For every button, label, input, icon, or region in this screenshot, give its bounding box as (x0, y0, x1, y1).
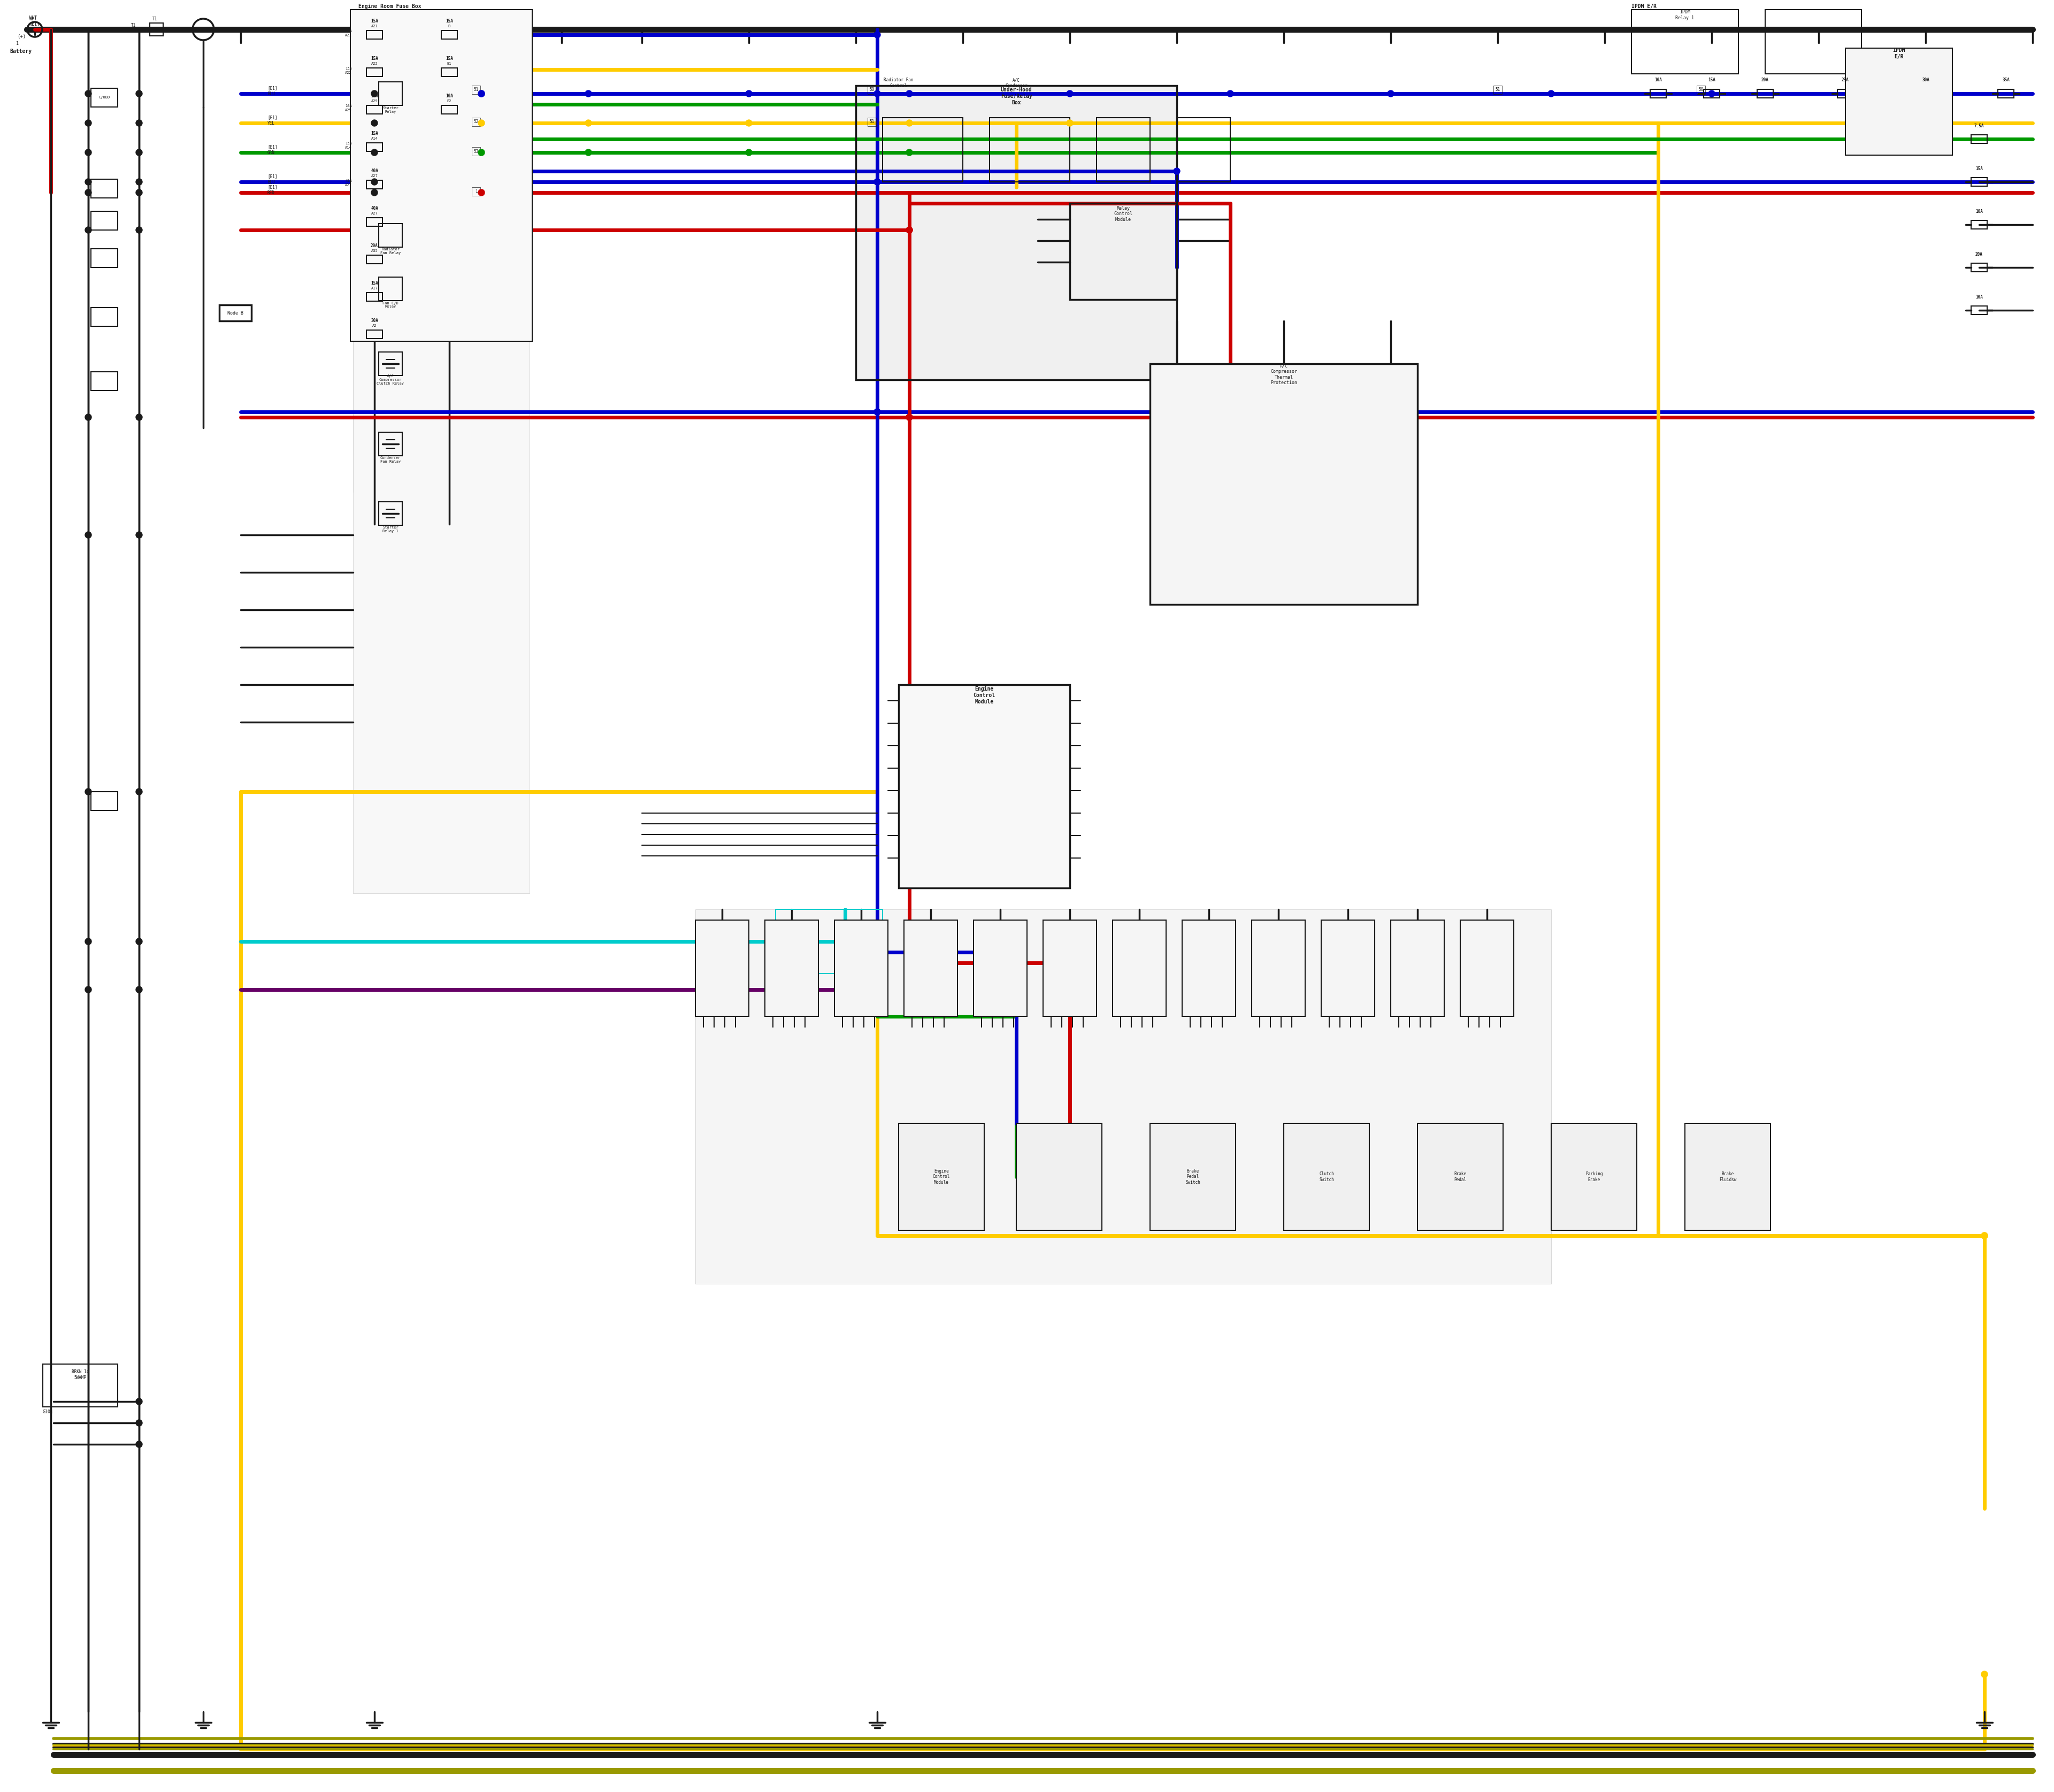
Circle shape (479, 149, 485, 156)
Bar (867, 86, 877, 95)
Bar (1113, 919, 1167, 1016)
Circle shape (875, 90, 881, 97)
Circle shape (585, 90, 592, 97)
Bar (1972, 263, 1986, 272)
Circle shape (746, 149, 752, 156)
Text: 7.5A: 7.5A (1974, 124, 1984, 127)
Text: A21: A21 (372, 25, 378, 29)
Text: 30A: 30A (370, 319, 378, 323)
Bar (974, 919, 1027, 1016)
Bar (1150, 1124, 1237, 1231)
Text: T1: T1 (131, 23, 136, 27)
Circle shape (84, 120, 92, 125)
Text: Node B: Node B (228, 310, 242, 315)
Text: B2: B2 (448, 100, 452, 102)
Text: 20A: 20A (370, 244, 378, 249)
Bar (220, 305, 251, 321)
Text: 10A
A29: 10A A29 (345, 104, 351, 111)
Bar (366, 254, 382, 263)
Bar (1177, 118, 1230, 181)
Bar (472, 86, 481, 95)
Bar (351, 9, 532, 340)
Bar (1764, 9, 1861, 73)
Circle shape (1066, 90, 1072, 97)
Bar (696, 919, 750, 1016)
Text: B1: B1 (448, 63, 452, 65)
Circle shape (136, 179, 142, 185)
Bar (43, 1364, 117, 1407)
Circle shape (906, 149, 912, 156)
Circle shape (136, 149, 142, 156)
Circle shape (84, 788, 92, 796)
Text: 15A: 15A (370, 281, 378, 287)
Text: A/C
Condenser: A/C Condenser (1004, 77, 1027, 88)
Circle shape (906, 120, 912, 125)
Text: 51: 51 (869, 120, 875, 124)
Bar (990, 118, 1070, 181)
Bar (1972, 306, 1986, 315)
Bar (1551, 1124, 1637, 1231)
Text: 10A: 10A (1976, 294, 1982, 299)
Circle shape (1982, 1233, 1988, 1238)
Bar (1844, 48, 1953, 156)
Circle shape (136, 1441, 142, 1448)
Circle shape (1549, 90, 1555, 97)
Text: Under-Hood
Fuse/Relay
Box: Under-Hood Fuse/Relay Box (1000, 88, 1031, 106)
Bar (353, 11, 530, 493)
Text: Engine
Control
Module: Engine Control Module (933, 1168, 951, 1185)
Circle shape (372, 149, 378, 156)
Text: 15A
A21: 15A A21 (345, 30, 351, 36)
Text: Parking
Brake: Parking Brake (1586, 1172, 1602, 1183)
Bar (1070, 202, 1177, 299)
Circle shape (84, 149, 92, 156)
Bar (1460, 919, 1514, 1016)
Bar (442, 106, 458, 115)
Text: 1: 1 (16, 41, 18, 47)
Circle shape (906, 228, 912, 233)
Text: A22: A22 (372, 63, 378, 65)
Circle shape (136, 939, 142, 944)
Bar (1284, 1124, 1370, 1231)
Bar (90, 249, 117, 267)
Text: A14: A14 (372, 136, 378, 140)
Circle shape (875, 179, 881, 185)
Bar (366, 181, 382, 188)
Text: A27: A27 (372, 211, 378, 215)
Bar (378, 278, 403, 301)
Text: WHT: WHT (29, 16, 37, 20)
Text: 15A: 15A (446, 20, 454, 23)
Text: [E1]: [E1] (29, 22, 39, 27)
Bar (1251, 919, 1304, 1016)
Bar (366, 217, 382, 226)
Bar (366, 68, 382, 77)
Bar (1999, 90, 2013, 99)
Circle shape (746, 90, 752, 97)
Text: 35A: 35A (2003, 77, 2009, 82)
Text: Engine Room Fuse Box: Engine Room Fuse Box (357, 4, 421, 9)
Text: [E1]
RED: [E1] RED (267, 185, 277, 195)
Text: 25A: 25A (1842, 77, 1849, 82)
Bar (1972, 177, 1986, 186)
Text: IPDM
Relay 1: IPDM Relay 1 (1676, 9, 1695, 20)
Bar (378, 224, 403, 247)
Bar (1417, 1124, 1504, 1231)
Circle shape (372, 120, 378, 125)
Bar (353, 11, 530, 894)
Text: 15A: 15A (1976, 167, 1982, 170)
Text: 40A: 40A (370, 206, 378, 211)
Text: 51: 51 (474, 88, 479, 91)
Bar (366, 330, 382, 339)
Circle shape (136, 1419, 142, 1426)
Text: 50: 50 (869, 88, 875, 91)
Circle shape (1173, 168, 1179, 174)
Text: A29: A29 (372, 100, 378, 102)
Bar (442, 68, 458, 77)
Text: 15A
A14: 15A A14 (345, 142, 351, 149)
Bar (1697, 86, 1705, 95)
Bar (867, 118, 877, 125)
Circle shape (136, 414, 142, 421)
Text: [E1]
BLU: [E1] BLU (267, 174, 277, 185)
Text: A17: A17 (372, 287, 378, 290)
Circle shape (875, 409, 881, 416)
Circle shape (84, 939, 92, 944)
